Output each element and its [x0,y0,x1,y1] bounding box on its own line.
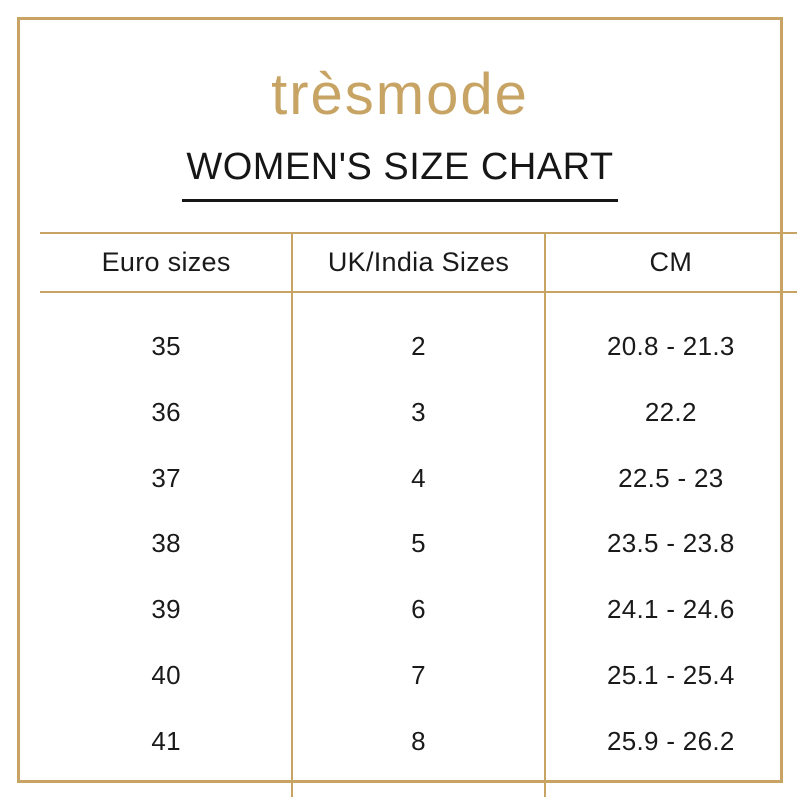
table-cell-cm: 25.9 - 26.2 [607,725,735,756]
table-cell-cm: 23.5 - 23.8 [607,528,735,559]
table-cell-uk: 2 [411,331,426,362]
size-table: Euro sizes UK/India Sizes CM 35 2 20.8 -… [40,232,797,797]
column-divider-2 [543,232,546,797]
table-cell-uk: 6 [411,594,426,625]
size-chart-card: trèsmode WOMEN'S SIZE CHART Euro sizes U… [17,17,797,797]
table-header-row: Euro sizes UK/India Sizes CM [40,232,797,293]
table-cell-cm: 25.1 - 25.4 [607,659,735,690]
table-cell-euro: 37 [151,462,181,493]
column-header-uk-india-sizes: UK/India Sizes [327,247,510,277]
brand-logo: trèsmode [271,62,529,127]
table-cell-cm: 20.8 - 21.3 [607,331,735,362]
table-cell-euro: 40 [151,659,181,690]
table-body: 35 2 20.8 - 21.3 36 3 22.2 37 4 22.5 - 2… [40,293,797,797]
table-cell-cm: 22.5 - 23 [618,462,724,493]
table-cell-euro: 41 [151,725,181,756]
column-header-cm: CM [649,247,693,277]
table-cell-cm: 24.1 - 24.6 [607,594,735,625]
table-cell-uk: 7 [411,659,426,690]
table-cell-uk: 5 [411,528,426,559]
table-cell-euro: 36 [151,397,181,428]
column-header-euro-sizes: Euro sizes [101,247,231,277]
table-cell-uk: 4 [411,462,426,493]
table-cell-euro: 39 [151,594,181,625]
table-cell-euro: 38 [151,528,181,559]
table-cell-uk: 3 [411,397,426,428]
table-cell-cm: 22.2 [644,397,697,428]
column-divider-1 [291,232,294,797]
title-container: WOMEN'S SIZE CHART [20,146,780,202]
table-cell-euro: 35 [151,331,181,362]
page-title: WOMEN'S SIZE CHART [182,146,618,202]
table-cell-uk: 8 [411,725,426,756]
